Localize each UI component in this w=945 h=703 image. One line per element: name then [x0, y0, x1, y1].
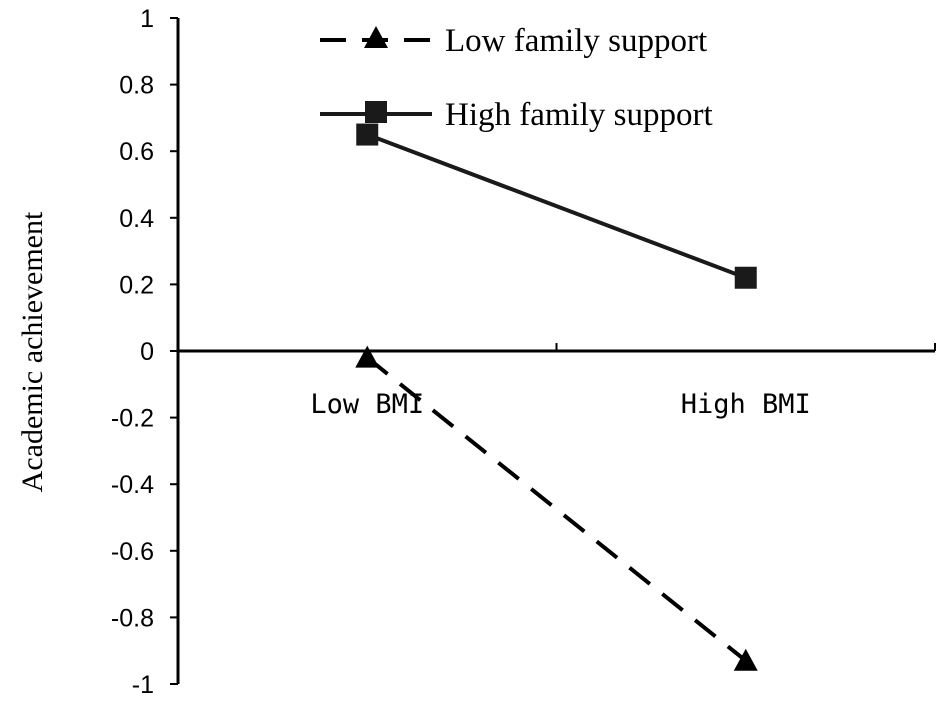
- series-1: [356, 123, 757, 289]
- legend-label: High family support: [445, 97, 713, 133]
- y-tick-label: -0.8: [111, 604, 154, 632]
- series-line: [366, 132, 747, 280]
- y-ticks: 1 0.8 0.6 0.4 0.2 0 -0.2 -0.4 -0.6 -0.8 -1: [111, 5, 178, 699]
- y-tick-label: 0.8: [119, 72, 154, 100]
- y-axis: 1 0.8 0.6 0.4 0.2 0 -0.2 -0.4 -0.6 -0.8 -1: [111, 5, 180, 699]
- y-tick-label: -0.4: [111, 471, 154, 499]
- x-ticks: Low BMI High BMI: [310, 343, 936, 420]
- y-axis-title: Academic achievement: [16, 211, 49, 492]
- y-tick-label: -0.6: [111, 538, 154, 566]
- y-tick-label: 1: [140, 5, 154, 33]
- square-marker: [356, 123, 379, 146]
- legend: Low family support High family support: [320, 23, 713, 133]
- triangle-marker: [364, 26, 388, 48]
- y-tick-label: -0.2: [111, 405, 154, 433]
- y-tick-label: 0: [140, 338, 154, 366]
- y-tick-label: 0.2: [119, 271, 154, 299]
- y-tick-label: -1: [132, 671, 154, 699]
- series-0: [355, 345, 758, 671]
- y-tick-label: 0.6: [119, 138, 154, 166]
- x-axis: Low BMI High BMI: [178, 343, 936, 420]
- square-marker: [365, 101, 387, 123]
- y-tick-label: 0.4: [119, 205, 154, 233]
- x-category-label: Low BMI: [310, 389, 424, 420]
- triangle-marker: [733, 648, 758, 671]
- legend-label: Low family support: [445, 23, 707, 59]
- series-layer: [355, 123, 758, 671]
- square-marker: [734, 266, 757, 289]
- x-category-label: High BMI: [681, 389, 811, 420]
- triangle-marker: [355, 345, 380, 368]
